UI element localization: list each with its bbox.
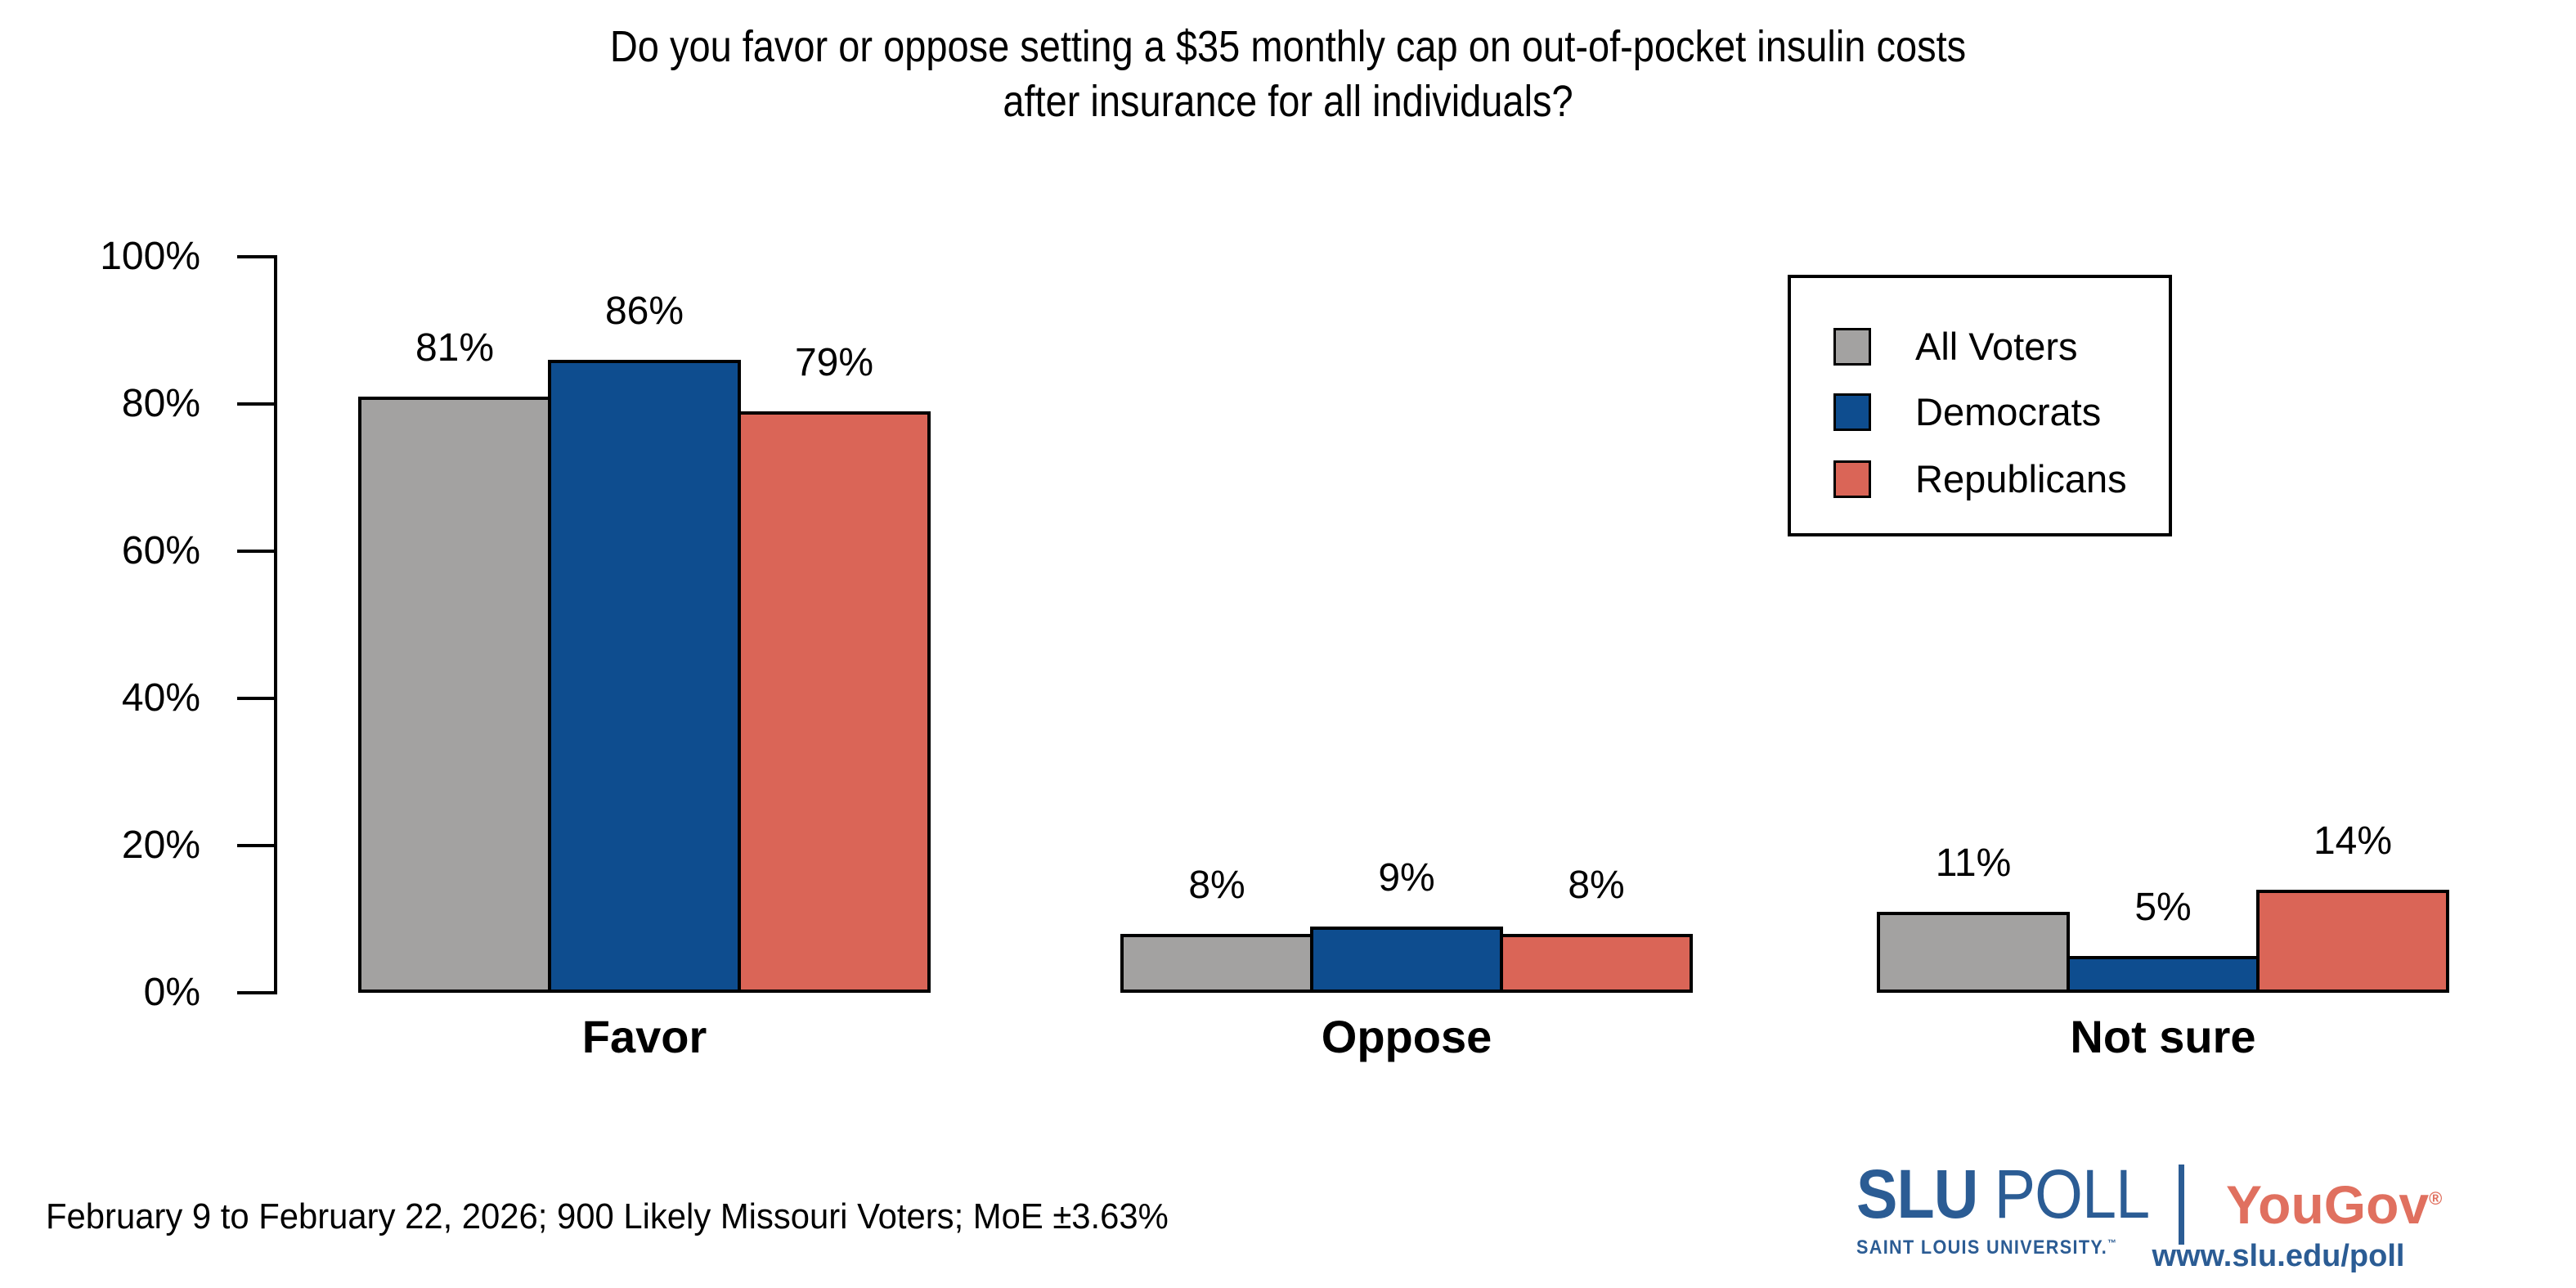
value-label-all-voters-oppose: 8% <box>1188 864 1245 907</box>
y-tick-label-80: 80% <box>121 382 200 425</box>
y-tick-label-40: 40% <box>121 676 200 720</box>
bar-democrats-oppose <box>1310 927 1503 993</box>
yougov-logo: YouGov® <box>2226 1174 2443 1235</box>
source-note: February 9 to February 22, 2026; 900 Lik… <box>46 1196 1169 1236</box>
value-label-republicans-favor: 79% <box>794 341 874 384</box>
bar-all-voters-not-sure <box>1877 912 2070 993</box>
bar-all-voters-oppose <box>1120 934 1313 993</box>
value-label-all-voters-favor: 81% <box>415 326 495 370</box>
y-tick-label-0: 0% <box>143 971 200 1014</box>
bar-democrats-favor <box>548 360 741 993</box>
slu-poll-logo-text: SLU POLL <box>1856 1156 2151 1232</box>
bar-republicans-oppose <box>1500 934 1693 993</box>
y-tick-20 <box>237 844 274 847</box>
value-label-democrats-oppose: 9% <box>1378 856 1435 900</box>
y-axis-line <box>274 255 277 994</box>
value-label-democrats-favor: 86% <box>604 289 684 333</box>
value-label-republicans-oppose: 8% <box>1568 864 1625 907</box>
legend-swatch-all-voters <box>1833 327 1871 366</box>
chart-title-line2: after insurance for all individuals? <box>1003 77 1573 126</box>
slu-logo-word: SLU <box>1856 1156 1978 1232</box>
y-tick-label-20: 20% <box>121 824 200 867</box>
slu-poll-url: www.slu.edu/poll <box>2152 1239 2405 1273</box>
slu-poll-logo: SLU POLL SAINT LOUIS UNIVERSITY.™ <box>1856 1156 2151 1259</box>
legend-label-all-voters: All Voters <box>1915 324 2078 368</box>
bar-democrats-not-sure <box>2067 956 2260 993</box>
category-label-favor: Favor <box>581 1011 707 1062</box>
slu-logo-subtitle: SAINT LOUIS UNIVERSITY.™ <box>1856 1236 2116 1259</box>
category-label-oppose: Oppose <box>1321 1011 1492 1062</box>
logo-separator-bar <box>2179 1165 2184 1245</box>
registered-symbol: ® <box>2429 1188 2443 1209</box>
legend-swatch-democrats <box>1833 393 1871 431</box>
y-tick-0 <box>237 991 274 994</box>
y-tick-40 <box>237 697 274 700</box>
legend-box: All Voters Democrats Republicans <box>1788 275 2172 536</box>
legend-label-republicans: Republicans <box>1915 456 2127 500</box>
trademark-symbol: ™ <box>2107 1237 2116 1249</box>
chart-title-line1: Do you favor or oppose setting a $35 mon… <box>609 22 1967 71</box>
bar-republicans-favor <box>738 411 931 993</box>
bar-republicans-not-sure <box>2256 890 2449 993</box>
bar-all-voters-favor <box>358 397 551 993</box>
value-label-republicans-not-sure: 14% <box>2313 819 2393 863</box>
value-label-all-voters-not-sure: 11% <box>1935 841 2012 885</box>
y-tick-80 <box>237 402 274 406</box>
value-label-democrats-not-sure: 5% <box>2134 886 2192 929</box>
y-tick-100 <box>237 255 274 258</box>
y-tick-label-100: 100% <box>100 235 200 278</box>
category-label-not-sure: Not sure <box>2070 1011 2256 1062</box>
poll-logo-word: POLL <box>1994 1156 2151 1232</box>
y-tick-label-60: 60% <box>121 529 200 572</box>
legend-label-democrats: Democrats <box>1915 389 2102 433</box>
chart-title: Do you favor or oppose setting a $35 mon… <box>168 20 2409 129</box>
y-tick-60 <box>237 550 274 553</box>
legend-swatch-republicans <box>1833 460 1871 498</box>
